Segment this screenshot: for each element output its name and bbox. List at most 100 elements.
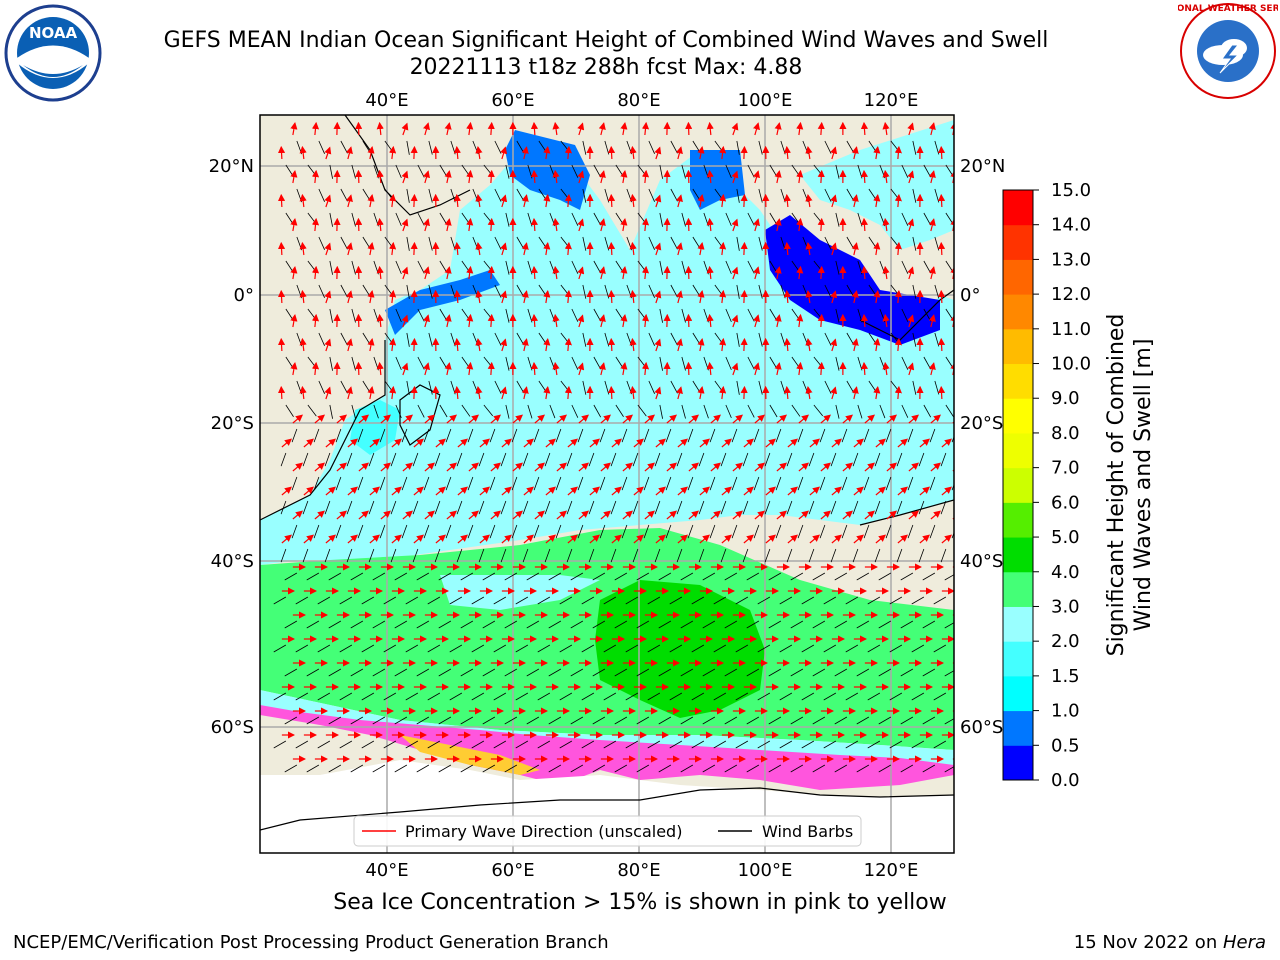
wave-arrow (641, 361, 650, 376)
wave-arrow (765, 438, 776, 448)
wind-barb (449, 644, 463, 653)
wave-arrow (721, 486, 732, 496)
wave-arrow (389, 145, 397, 160)
wind-barb (736, 140, 740, 155)
wind-barb (614, 764, 628, 773)
right-lat-tick: 60°S (960, 717, 1003, 738)
wind-barb (736, 236, 740, 251)
wind-barb (797, 476, 804, 491)
wind-barb (460, 716, 474, 725)
wind-barb (878, 668, 892, 677)
wave-arrow (710, 462, 721, 472)
wave-arrow (641, 265, 650, 280)
wind-barb (603, 740, 617, 749)
wave-arrow (655, 438, 666, 448)
left-lat-tick: 0° (234, 285, 254, 306)
wave-arrow (564, 385, 572, 400)
wind-barb (493, 740, 507, 749)
wind-barb (775, 476, 782, 491)
wind-barb (438, 716, 452, 725)
wind-barb (456, 548, 463, 563)
wind-barb (313, 476, 320, 491)
wave-arrow (776, 414, 787, 424)
wave-arrow (556, 462, 567, 472)
wind-barb (713, 596, 727, 605)
wave-arrow (809, 486, 820, 496)
wave-arrow (423, 218, 430, 232)
wind-barb (406, 380, 410, 395)
wind-barb (742, 452, 749, 467)
wind-barb (291, 524, 298, 539)
bottom-lon-tick: 100°E (738, 860, 793, 881)
wave-arrow (424, 510, 435, 520)
wind-barb (669, 692, 683, 701)
wave-arrow (589, 534, 600, 544)
legend-barb-label: Wind Barbs (762, 822, 853, 841)
wind-barb (753, 524, 760, 539)
wave-arrow (754, 462, 765, 472)
wave-arrow (607, 385, 616, 400)
wave-arrow (817, 121, 825, 136)
wind-barb (428, 380, 433, 395)
wind-barb (372, 620, 386, 629)
wind-barb (317, 644, 331, 653)
wave-arrow (629, 385, 637, 400)
wind-barb (659, 164, 663, 179)
wave-arrow (391, 438, 402, 448)
wave-arrow (753, 266, 760, 280)
wind-barb (482, 764, 496, 773)
wind-barb (659, 260, 663, 275)
wave-arrow (886, 462, 897, 472)
wave-arrow (731, 218, 739, 232)
colorbar-tick-label: 6.0 (1051, 492, 1080, 513)
wave-arrow (311, 217, 320, 232)
wave-arrow (290, 265, 298, 280)
wave-arrow (666, 414, 677, 424)
wave-arrow (475, 145, 483, 160)
wind-barb (599, 524, 606, 539)
wave-arrow (543, 193, 551, 208)
wind-barb (537, 644, 551, 653)
wave-arrow (731, 170, 739, 184)
wave-arrow (907, 122, 915, 136)
wind-barb (636, 716, 650, 725)
wind-barb (725, 260, 732, 275)
wave-arrow (530, 217, 539, 232)
wave-arrow (444, 170, 452, 184)
wave-arrow (336, 414, 347, 424)
wind-barb (724, 572, 738, 581)
left-lat-tick: 40°S (211, 551, 254, 572)
wind-barb (483, 404, 494, 417)
wind-barb (395, 260, 402, 275)
wind-barb (284, 716, 298, 725)
wave-arrow (292, 510, 303, 520)
wind-barb (515, 596, 529, 605)
wave-arrow (500, 386, 508, 400)
wind-barb (511, 524, 518, 539)
wind-barb (582, 188, 587, 203)
wind-barb (395, 356, 402, 371)
wind-barb (361, 692, 375, 701)
wave-arrow (654, 146, 662, 160)
wave-arrow (907, 362, 915, 376)
wave-arrow (809, 534, 820, 544)
wave-arrow (290, 121, 298, 136)
wind-barb (351, 404, 356, 419)
wave-arrow (577, 122, 585, 136)
wind-barb (790, 620, 804, 629)
wind-barb (394, 620, 408, 629)
wind-barb (493, 596, 507, 605)
wind-barb (834, 572, 848, 581)
wave-arrow (577, 314, 585, 328)
wave-arrow (928, 170, 936, 184)
wave-arrow (564, 145, 572, 160)
wave-arrow (552, 217, 560, 232)
wind-barb (691, 692, 705, 701)
wind-barb (758, 284, 763, 299)
wave-arrow (798, 414, 809, 424)
wind-barb (944, 766, 954, 773)
wave-arrow (487, 121, 495, 136)
wind-barb (467, 428, 474, 443)
wind-barb (681, 212, 686, 227)
wind-barb (423, 428, 430, 443)
